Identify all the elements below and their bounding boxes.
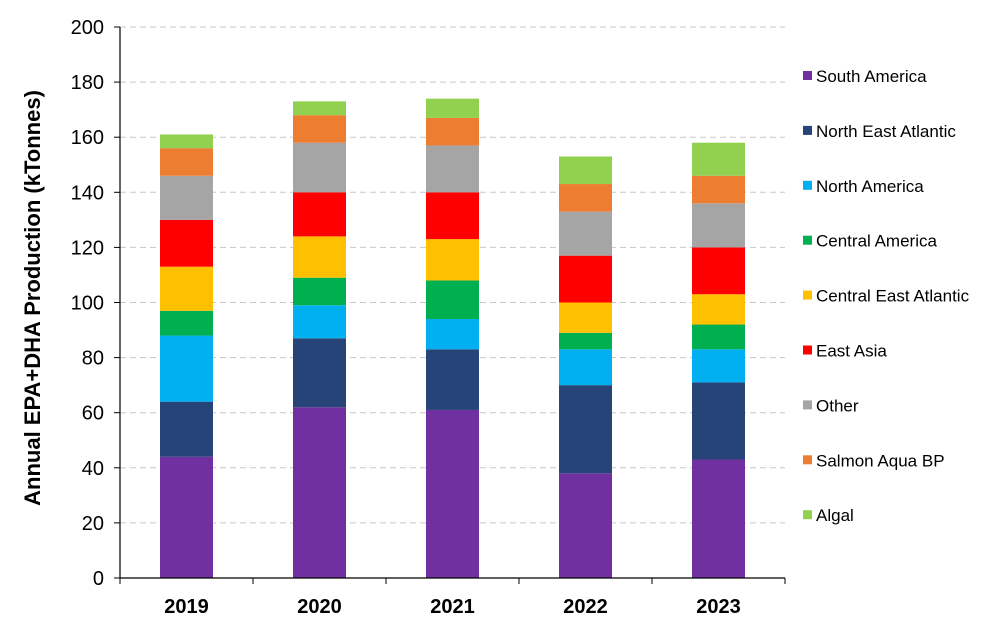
legend-swatch <box>803 290 812 300</box>
x-tick-label: 2020 <box>297 596 342 618</box>
bar-segment-other <box>692 203 745 248</box>
bar-segment-salmon-aqua-bp <box>293 115 346 143</box>
legend-label: Algal <box>816 506 854 525</box>
bar-segment-algal <box>160 134 213 149</box>
legend-swatch <box>803 180 812 190</box>
legend-label: South America <box>816 67 927 86</box>
bar-segment-algal <box>293 101 346 116</box>
bar-segment-east-asia <box>692 247 745 295</box>
legend-swatch <box>803 125 812 135</box>
x-tick-label: 2019 <box>164 596 209 618</box>
bar-stack-2021 <box>426 98 479 578</box>
bar-segment-north-east-atlantic <box>426 349 479 410</box>
bar-segment-algal <box>426 98 479 118</box>
bar-segment-other <box>559 211 612 256</box>
legend-label: Other <box>816 396 859 415</box>
bar-segment-central-east-atlantic <box>293 236 346 278</box>
legend-item: Algal <box>803 506 854 525</box>
legend-item: South America <box>803 67 927 86</box>
bar-segment-east-asia <box>293 192 346 237</box>
y-tick-label: 140 <box>71 182 104 204</box>
bar-stack-2022 <box>559 156 612 578</box>
x-axis-ticks: 2019 2020 2021 2022 2023 <box>119 578 786 618</box>
legend-swatch <box>803 345 812 355</box>
x-tick-label: 2021 <box>430 596 475 618</box>
bar-segment-east-asia <box>160 219 213 267</box>
bar-segment-central-america <box>293 277 346 306</box>
bar-segment-central-east-atlantic <box>692 294 745 325</box>
legend-swatch <box>803 400 812 410</box>
bar-stacks <box>160 98 745 578</box>
legend-item: Central America <box>803 232 937 251</box>
bar-segment-east-asia <box>426 192 479 240</box>
bar-segment-salmon-aqua-bp <box>160 148 213 176</box>
y-tick-label: 200 <box>71 17 104 39</box>
bar-segment-other <box>426 145 479 193</box>
bar-segment-south-america <box>160 456 213 578</box>
bar-segment-north-america <box>692 349 745 383</box>
bar-segment-north-east-atlantic <box>559 385 612 474</box>
bar-segment-central-east-atlantic <box>559 302 612 333</box>
bar-segment-south-america <box>293 407 346 578</box>
bar-segment-central-east-atlantic <box>426 239 479 281</box>
bar-segment-north-america <box>559 349 612 386</box>
y-tick-label: 80 <box>82 348 104 370</box>
y-tick-label: 160 <box>71 127 104 149</box>
legend-item: Central East Atlantic <box>803 287 970 306</box>
bar-segment-north-east-atlantic <box>160 401 213 457</box>
y-tick-label: 100 <box>71 293 104 315</box>
legend-label: Central America <box>816 232 937 251</box>
y-axis-title: Annual EPA+DHA Production (kTonnes) <box>20 90 45 506</box>
legend-label: Central East Atlantic <box>816 287 970 306</box>
x-tick-label: 2022 <box>563 596 608 618</box>
legend-swatch <box>803 455 812 465</box>
bar-segment-central-america <box>559 332 612 350</box>
legend-item: East Asia <box>803 342 887 361</box>
legend-label: Salmon Aqua BP <box>816 451 945 470</box>
bar-segment-central-america <box>692 324 745 350</box>
legend-swatch <box>803 71 812 80</box>
legend: South America North East Atlantic North Am… <box>803 67 970 525</box>
bar-segment-salmon-aqua-bp <box>426 117 479 146</box>
bar-segment-central-america <box>160 310 213 336</box>
legend-label: North East Atlantic <box>816 122 956 141</box>
legend-label: North America <box>816 177 924 196</box>
bar-segment-other <box>160 175 213 220</box>
bar-segment-south-america <box>559 473 612 578</box>
y-axis-ticks: 0 20 40 60 80 100 120 140 160 180 200 <box>71 17 120 590</box>
bar-segment-east-asia <box>559 255 612 303</box>
bar-stack-2020 <box>293 101 346 578</box>
bar-stack-2019 <box>160 134 213 578</box>
bar-segment-algal <box>559 156 612 185</box>
y-tick-label: 60 <box>82 403 104 425</box>
legend-label: East Asia <box>816 342 887 361</box>
bar-segment-other <box>293 142 346 193</box>
y-tick-label: 180 <box>71 72 104 94</box>
y-tick-label: 0 <box>93 568 104 590</box>
y-tick-label: 120 <box>71 237 104 259</box>
bar-segment-central-east-atlantic <box>160 266 213 311</box>
bar-segment-salmon-aqua-bp <box>692 175 745 204</box>
bar-segment-north-east-atlantic <box>293 338 346 408</box>
legend-swatch <box>803 235 812 245</box>
bar-segment-north-america <box>426 319 479 350</box>
bar-segment-north-america <box>160 335 213 402</box>
bar-segment-south-america <box>426 409 479 578</box>
bar-segment-algal <box>692 142 745 176</box>
legend-item: North America <box>803 177 924 196</box>
bar-segment-north-america <box>293 305 346 339</box>
y-tick-label: 20 <box>82 513 104 535</box>
y-tick-label: 40 <box>82 458 104 480</box>
legend-item: Other <box>803 396 859 415</box>
legend-item: North East Atlantic <box>803 122 956 141</box>
bar-segment-central-america <box>426 280 479 320</box>
bar-segment-south-america <box>692 459 745 578</box>
bar-stack-2023 <box>692 142 745 578</box>
legend-swatch <box>803 510 812 520</box>
x-tick-label: 2023 <box>696 596 741 618</box>
bar-segment-salmon-aqua-bp <box>559 184 612 212</box>
legend-item: Salmon Aqua BP <box>803 451 945 470</box>
bar-segment-north-east-atlantic <box>692 382 745 460</box>
